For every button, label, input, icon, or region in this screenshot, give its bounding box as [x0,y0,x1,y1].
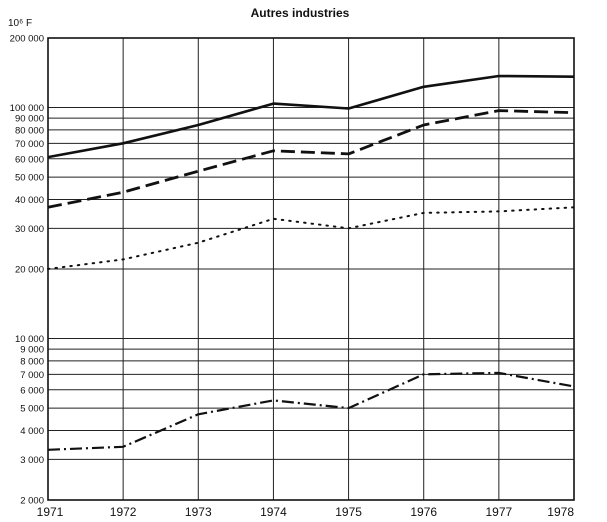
x-tick-label: 1974 [260,505,287,519]
y-tick-label: 2 000 [20,496,44,507]
y-tick-label: 5 000 [20,404,44,415]
grid [47,37,575,501]
x-tick-label: 1978 [547,505,574,519]
y-tick-label: 6 000 [20,385,44,396]
x-tick-label: 1976 [410,505,437,519]
plot-frame [47,37,575,501]
x-tick-label: 1971 [37,505,64,519]
y-tick-label: 50 000 [15,173,44,184]
series-line-dotted [47,206,575,270]
y-tick-label: 10 000 [15,334,44,345]
y-tick-label: 3 000 [20,455,44,466]
y-tick-label: 9 000 [20,345,44,356]
y-tick-label: 60 000 [15,154,44,165]
y-tick-label: 200 000 [10,34,44,45]
y-tick-label: 40 000 [15,195,44,206]
x-tick-label: 1973 [185,505,212,519]
x-tick-label: 1977 [486,505,513,519]
unit-label: 10⁶ F [8,18,32,29]
y-tick-label: 70 000 [15,139,44,150]
x-tick-label: 1975 [335,505,362,519]
y-tick-label: 80 000 [15,125,44,136]
y-tick-label: 20 000 [15,265,44,276]
y-tick-label: 90 000 [15,114,44,125]
series-line-solid [47,74,575,159]
series-line-dashdot [47,371,575,451]
y-tick-label: 30 000 [15,224,44,235]
chart-title: Autres industries [251,6,350,20]
x-tick-label: 1972 [110,505,137,519]
series-lines [47,74,575,451]
y-tick-label: 8 000 [20,356,44,367]
series-line-dashed [47,109,575,209]
y-tick-label: 4 000 [20,426,44,437]
y-tick-label: 7 000 [20,370,44,381]
x-axis-tick-labels: 1971 1972 1973 1974 1975 1976 1977 1978 [37,505,575,519]
y-tick-label: 100 000 [10,103,44,114]
